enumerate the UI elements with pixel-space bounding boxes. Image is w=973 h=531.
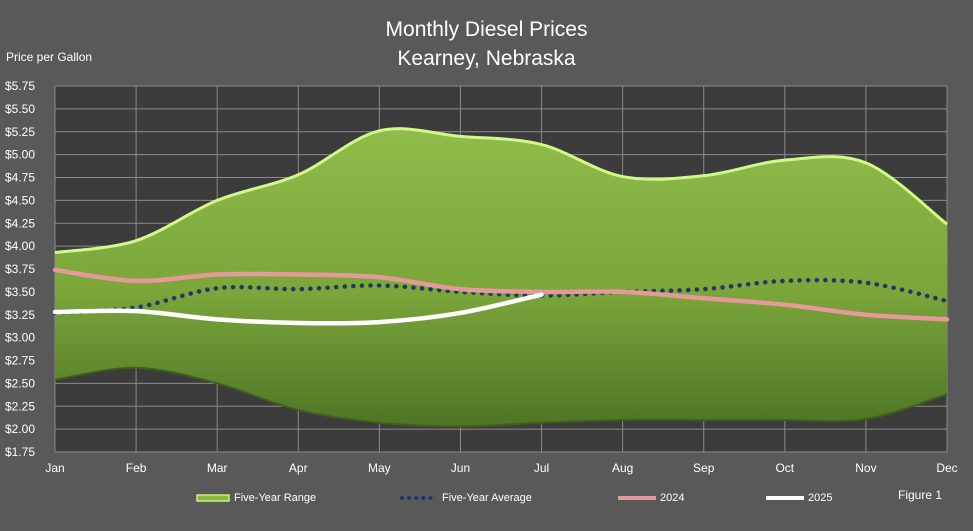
- x-tick-label: Feb: [126, 461, 147, 475]
- y-tick-label: $2.25: [5, 399, 35, 413]
- x-tick-label: Aug: [612, 461, 633, 475]
- y-tick-label: $5.75: [5, 79, 35, 93]
- figure-label: Figure 1: [898, 488, 943, 502]
- y-tick-label: $4.25: [5, 216, 35, 230]
- y-tick-label: $2.75: [5, 354, 35, 368]
- y-tick-label: $3.00: [5, 331, 35, 345]
- five-year-average-line: [52, 277, 950, 316]
- y-tick-label: $5.00: [5, 148, 35, 162]
- x-tick-label: Sep: [693, 461, 715, 475]
- legend-swatch-2025: [766, 496, 804, 500]
- legend-label-2025: 2025: [808, 492, 833, 504]
- y-tick-label: $4.00: [5, 239, 35, 253]
- y-tick-label: $2.00: [5, 422, 35, 436]
- y-tick-label: $5.50: [5, 102, 35, 116]
- five-year-range-low-edge: [54, 366, 948, 428]
- legend-item-2025: 2025: [766, 490, 832, 506]
- legend-label-2024: 2024: [660, 492, 685, 504]
- x-tick-label: Apr: [289, 461, 308, 475]
- y-tick-label: $4.75: [5, 171, 35, 185]
- x-tick-label: May: [368, 461, 391, 475]
- y-tick-label: $3.75: [5, 262, 35, 276]
- y-tick-label: $3.50: [5, 285, 35, 299]
- legend-label-average: Five-Year Average: [442, 492, 532, 504]
- y-tick-label: $1.75: [5, 445, 35, 459]
- chart-title: Monthly Diesel Prices: [385, 18, 588, 41]
- legend-item-range: Five-Year Range: [196, 490, 316, 506]
- x-tick-label: Oct: [775, 461, 794, 475]
- series-2025-line: [52, 292, 544, 326]
- y-axis-label: Price per Gallon: [6, 50, 93, 64]
- legend-swatch-2024: [618, 496, 656, 500]
- legend-item-2024: 2024: [618, 490, 684, 506]
- x-tick-label: Jul: [534, 461, 549, 475]
- x-tick-label: Dec: [936, 461, 957, 475]
- y-tick-label: $3.25: [5, 308, 35, 322]
- y-tick-label: $5.25: [5, 125, 35, 139]
- x-tick-label: Jun: [451, 461, 470, 475]
- five-year-range-area: [55, 128, 947, 427]
- x-tick-label: Nov: [855, 461, 876, 475]
- chart-subtitle: Kearney, Nebraska: [397, 47, 576, 70]
- x-tick-label: Mar: [207, 461, 228, 475]
- legend-label-range: Five-Year Range: [234, 492, 317, 504]
- y-tick-label: $4.50: [5, 193, 35, 207]
- legend-item-average: Five-Year Average: [400, 490, 532, 506]
- five-year-range-high-edge: [54, 127, 948, 255]
- legend-swatch-range: [196, 494, 230, 502]
- legend-swatch-average: [400, 496, 438, 500]
- series-2024-line: [52, 267, 950, 322]
- x-tick-label: Jan: [45, 461, 64, 475]
- y-tick-label: $2.50: [5, 376, 35, 390]
